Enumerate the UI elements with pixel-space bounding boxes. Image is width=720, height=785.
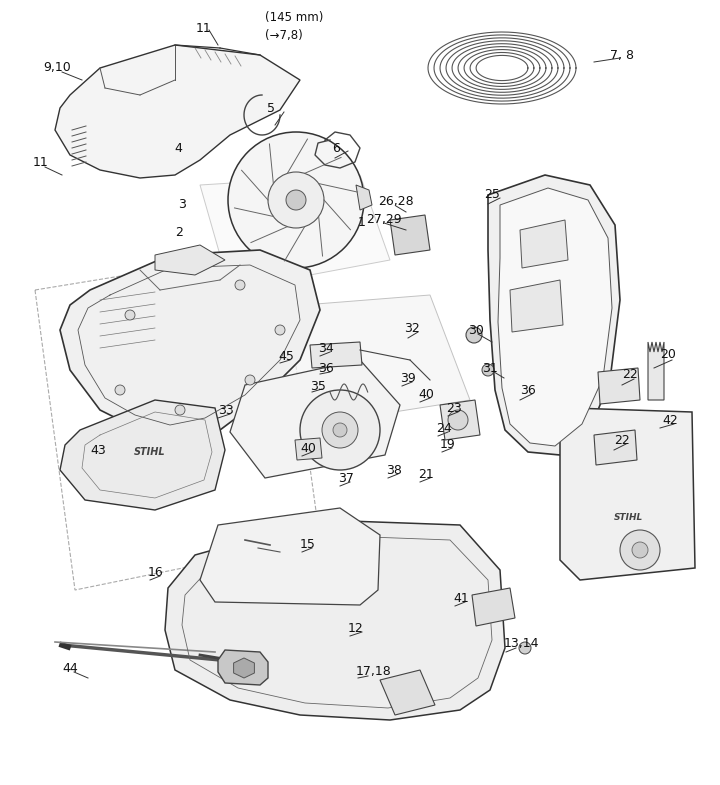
Text: 44: 44 — [62, 662, 78, 674]
Text: STIHL: STIHL — [134, 447, 166, 457]
Text: STIHL: STIHL — [613, 513, 643, 522]
Polygon shape — [240, 295, 470, 430]
Polygon shape — [488, 175, 620, 455]
Text: 41: 41 — [453, 592, 469, 604]
Circle shape — [322, 412, 358, 448]
Text: 30: 30 — [468, 323, 484, 337]
Text: 22: 22 — [622, 368, 638, 382]
Polygon shape — [218, 650, 268, 685]
Text: 19: 19 — [440, 439, 456, 451]
Text: 36: 36 — [318, 362, 334, 374]
Text: 21: 21 — [418, 469, 433, 481]
Text: 45: 45 — [278, 350, 294, 363]
Polygon shape — [510, 280, 563, 332]
Polygon shape — [60, 250, 320, 440]
Text: (→7,8): (→7,8) — [265, 28, 302, 42]
Circle shape — [175, 405, 185, 415]
Text: 33: 33 — [218, 403, 234, 417]
Polygon shape — [200, 175, 390, 290]
Text: 6: 6 — [332, 141, 340, 155]
Text: 9,10: 9,10 — [43, 61, 71, 75]
Text: 24: 24 — [436, 422, 451, 435]
Text: 16: 16 — [148, 565, 163, 579]
Text: 40: 40 — [418, 389, 434, 401]
Circle shape — [268, 172, 324, 228]
Circle shape — [286, 190, 306, 210]
Circle shape — [245, 375, 255, 385]
Circle shape — [228, 132, 364, 268]
Circle shape — [519, 642, 531, 654]
Text: 43: 43 — [90, 444, 106, 457]
Polygon shape — [498, 188, 612, 446]
Text: 31: 31 — [482, 362, 498, 374]
Text: 1: 1 — [358, 216, 366, 228]
Text: 38: 38 — [386, 463, 402, 476]
Text: 11: 11 — [33, 156, 49, 170]
Text: 23: 23 — [446, 401, 462, 414]
Text: (145 mm): (145 mm) — [265, 12, 323, 24]
Polygon shape — [230, 360, 400, 478]
Circle shape — [466, 327, 482, 343]
Polygon shape — [310, 342, 362, 368]
Text: 11: 11 — [196, 21, 212, 35]
Text: 32: 32 — [404, 322, 420, 334]
Polygon shape — [60, 400, 225, 510]
Circle shape — [620, 530, 660, 570]
Circle shape — [632, 542, 648, 558]
Polygon shape — [155, 245, 225, 275]
Text: 12: 12 — [348, 622, 364, 634]
Text: 34: 34 — [318, 341, 334, 355]
Text: 36: 36 — [520, 384, 536, 396]
Circle shape — [115, 385, 125, 395]
Circle shape — [333, 423, 347, 437]
Text: 26,28: 26,28 — [378, 195, 413, 209]
Polygon shape — [440, 400, 480, 440]
Polygon shape — [200, 508, 380, 605]
Polygon shape — [472, 588, 515, 626]
Text: 35: 35 — [310, 379, 326, 392]
Text: 5: 5 — [267, 101, 275, 115]
Circle shape — [482, 364, 494, 376]
Text: 25: 25 — [484, 188, 500, 202]
Polygon shape — [233, 658, 254, 678]
Polygon shape — [520, 220, 568, 268]
Text: 40: 40 — [300, 441, 316, 455]
Polygon shape — [295, 438, 322, 460]
Text: 37: 37 — [338, 472, 354, 484]
Text: 4: 4 — [174, 141, 182, 155]
Polygon shape — [648, 342, 664, 400]
Polygon shape — [165, 520, 505, 720]
Text: 17,18: 17,18 — [356, 666, 392, 678]
Circle shape — [235, 280, 245, 290]
Polygon shape — [380, 670, 435, 715]
Text: 42: 42 — [662, 414, 678, 426]
Polygon shape — [55, 45, 300, 178]
Text: 2: 2 — [175, 225, 183, 239]
Polygon shape — [560, 408, 695, 580]
Text: 22: 22 — [614, 433, 630, 447]
Text: 20: 20 — [660, 349, 676, 362]
Polygon shape — [390, 215, 430, 255]
Text: 39: 39 — [400, 371, 415, 385]
Polygon shape — [356, 185, 372, 210]
Circle shape — [300, 390, 380, 470]
Text: 27,29: 27,29 — [366, 214, 402, 227]
Circle shape — [275, 325, 285, 335]
Text: 15: 15 — [300, 539, 316, 552]
Text: 7, 8: 7, 8 — [610, 49, 634, 61]
Polygon shape — [598, 368, 640, 404]
Polygon shape — [594, 430, 637, 465]
Circle shape — [125, 310, 135, 320]
Text: 13,14: 13,14 — [504, 637, 539, 651]
Text: 3: 3 — [178, 199, 186, 211]
Circle shape — [448, 410, 468, 430]
